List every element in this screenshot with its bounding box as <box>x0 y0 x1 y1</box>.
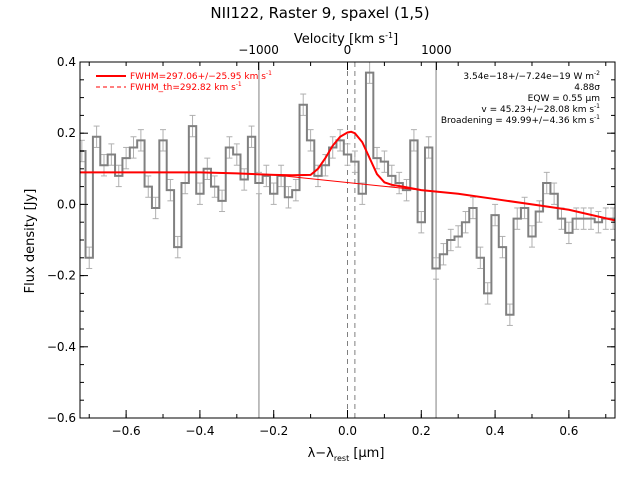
legend-fwhm-th: FWHM_th=292.82 km s-1 <box>130 81 242 93</box>
x-tick-label: 0.6 <box>559 424 578 438</box>
top-velocity-tick-label: 0 <box>344 43 352 57</box>
x-tick-label: −0.6 <box>112 424 141 438</box>
y-tick-label: −0.2 <box>47 269 76 283</box>
annotation-velocity: v = 45.23+/−28.08 km s-1 <box>481 103 600 115</box>
y-tick-label: −0.6 <box>47 411 76 425</box>
reference-lines <box>258 62 437 418</box>
top-velocity-tick-label: 1000 <box>421 43 452 57</box>
legend-fwhm: FWHM=297.06+/−25.95 km s-1 <box>130 70 272 82</box>
flux-step-line <box>80 71 615 316</box>
annotation-broadening: Broadening = 49.99+/−4.36 km s-1 <box>441 114 600 126</box>
x-tick-label: 0.2 <box>412 424 431 438</box>
top-velocity-tick-label: −1000 <box>238 43 279 57</box>
y-tick-label: 0.0 <box>57 197 76 211</box>
series-group <box>80 71 615 316</box>
fit-annotations: 3.54e−18+/−7.24e−19 W m-2 4.88σ EQW = 0.… <box>441 70 600 126</box>
legend: FWHM=297.06+/−25.95 km s-1 FWHM_th=292.8… <box>96 70 272 93</box>
x-tick-label: −0.2 <box>259 424 288 438</box>
y-axis-label: Flux density [Jy] <box>23 189 38 294</box>
x-axis-label: λ−λrest [μm] <box>308 446 385 463</box>
y-tick-label: 0.2 <box>57 126 76 140</box>
x-tick-label: 0.4 <box>486 424 505 438</box>
y-tick-label: −0.4 <box>47 340 76 354</box>
y-tick-label: 0.4 <box>57 55 76 69</box>
annotation-eqw: EQW = 0.55 μm <box>528 94 600 104</box>
x-tick-label: −0.4 <box>185 424 214 438</box>
annotation-line-flux: 3.54e−18+/−7.24e−19 W m-2 <box>463 70 600 82</box>
top-axis-label: Velocity [km s-1] <box>294 31 398 47</box>
chart-title: NII122, Raster 9, spaxel (1,5) <box>210 4 429 22</box>
annotation-significance: 4.88σ <box>574 83 600 93</box>
axis-ticks: −0.6 −0.4 −0.2 0.0 0.2 0.4 0.6 −0.6 −0.4 −0.2 0.0 0… <box>47 43 615 438</box>
continuum-baseline <box>273 174 422 191</box>
x-tick-label: 0.0 <box>338 424 357 438</box>
